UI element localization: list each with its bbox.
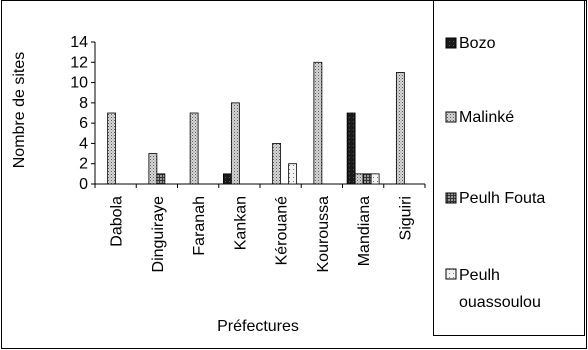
bar-bozo-mandiana [346, 112, 356, 185]
bar-malink--dinguiraye [148, 153, 158, 185]
bar-bozo-kankan [222, 173, 232, 185]
bar-malink--mandiana [354, 173, 364, 185]
x-tick-label: Mandiana [356, 196, 373, 266]
y-tick-label: 4 [79, 135, 88, 152]
y-tick-label: 8 [79, 95, 88, 112]
legend-swatch-peulh-fouta [445, 192, 457, 204]
y-tick-label: 6 [79, 115, 88, 132]
legend-label-malinke: Malinké [459, 109, 514, 126]
legend-swatch-peulh-ouassoulou [445, 268, 457, 280]
legend-swatch-malinke [445, 111, 457, 123]
axes [91, 41, 426, 188]
legend-label-bozo: Bozo [459, 35, 496, 52]
bar-peulh-fouta-dinguiraye [156, 173, 166, 185]
legend-item-peulh-fouta: Peulh Fouta [445, 190, 545, 207]
bar-malink--k-rouan- [272, 143, 282, 185]
bar-peulh-ouassoulou-mandiana [370, 173, 380, 185]
x-axis-title: Préfectures [217, 318, 299, 335]
x-tick-label: Kankan [232, 196, 249, 250]
y-tick-label: 14 [70, 34, 88, 51]
bar-peulh-ouassoulou-k-rouan- [288, 163, 298, 185]
bar-malink--faranah [189, 112, 199, 185]
legend-label-peulh-ouassoulou-line1: Peulh [459, 267, 500, 284]
y-axis-title: Nombre de sites [11, 52, 28, 169]
x-tick-label: Dabola [109, 196, 126, 247]
bar-malink--dabola [107, 112, 117, 185]
legend-item-peulh-ouassoulou: Peulh ouassoulou [445, 267, 541, 311]
legend-item-bozo: Bozo [445, 35, 496, 52]
bar-malink--kouroussa [313, 61, 323, 185]
y-tick-label: 12 [70, 54, 88, 71]
bars [107, 61, 405, 185]
legend-label-peulh-ouassoulou-line2: ouassoulou [459, 294, 541, 311]
x-tick-label: Dinguiraye [150, 196, 167, 273]
legend-swatch-bozo [445, 37, 457, 49]
bar-malink--siguiri [395, 72, 405, 185]
legend-label-peulh-fouta: Peulh Fouta [459, 190, 545, 207]
legend-item-malinke: Malinké [445, 109, 514, 126]
x-tick-label: Kouroussa [315, 196, 332, 273]
y-tick-label: 10 [70, 75, 88, 92]
bar-peulh-fouta-mandiana [362, 173, 372, 185]
x-tick-label: Faranah [191, 196, 208, 256]
x-tick-label: Siguiri [397, 196, 414, 240]
x-tick-label: Kérouané [274, 196, 291, 265]
y-tick-label: 0 [79, 176, 88, 193]
tick-labels: 0 2 4 6 8 10 12 14 Dabola Dinguiraye Faranah Kankan… [70, 34, 414, 273]
legend: Bozo Malinké Peulh Fouta Peulh ouassoulo… [445, 35, 545, 311]
legend-box [433, 0, 585, 336]
bar-malink--kankan [230, 102, 240, 185]
y-tick-label: 2 [79, 156, 88, 173]
